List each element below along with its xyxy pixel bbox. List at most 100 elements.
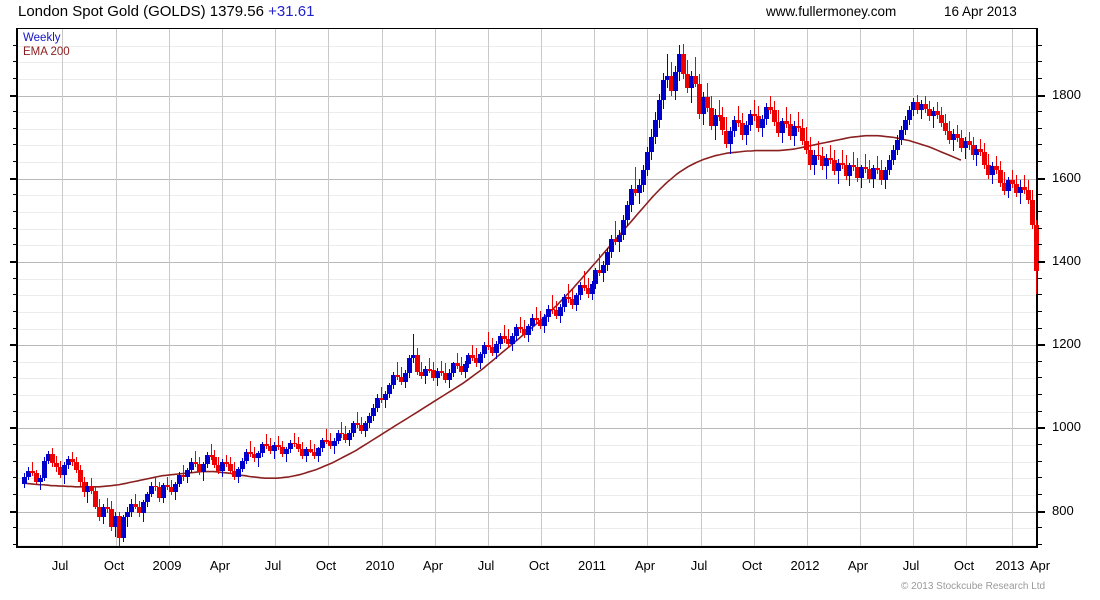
candle-body	[70, 459, 75, 463]
gridline-major-h	[18, 512, 1036, 513]
candle-body	[129, 504, 134, 512]
candle-body	[844, 164, 849, 177]
candle-body	[899, 129, 904, 140]
candle-wick	[818, 141, 819, 161]
candle-body	[228, 464, 233, 471]
candle-wick	[195, 450, 196, 468]
candle-body	[1026, 189, 1031, 200]
candle-body	[439, 370, 444, 373]
candle-body	[125, 511, 130, 518]
gridline-minor-h	[18, 162, 1036, 163]
candle-body	[732, 119, 737, 132]
candle-body	[435, 370, 440, 378]
y-tick-minor	[1038, 394, 1042, 395]
candle-wick	[32, 462, 33, 476]
price-chart-plot: Weekly EMA 200	[16, 28, 1039, 548]
y-tick-minor-left	[13, 194, 18, 195]
gridline-major-h	[18, 428, 1036, 429]
x-axis-label: Jul	[690, 558, 708, 573]
candle-body	[974, 148, 979, 156]
candle-body	[590, 283, 595, 295]
y-tick-major	[1038, 178, 1045, 180]
candle-body	[994, 166, 999, 170]
x-axis: Jul Oct 2009 Apr Jul Oct 2010 Apr Jul Oct 2011 Apr J…	[16, 550, 1050, 580]
price-change: +31.61	[268, 3, 315, 20]
y-tick-major	[1038, 511, 1045, 513]
candle-body	[177, 474, 182, 485]
candle-body	[212, 456, 217, 465]
gridline-major-h	[18, 179, 1036, 180]
candle-body	[693, 76, 698, 84]
candle-body	[320, 440, 325, 449]
candle-body	[58, 467, 63, 475]
y-tick-minor-left	[13, 45, 18, 46]
candle-body	[431, 370, 436, 378]
candle-wick	[865, 153, 866, 173]
x-axis-label: Apr	[847, 558, 869, 573]
candle-body	[395, 375, 400, 377]
candle-wick	[457, 353, 458, 370]
candle-body	[963, 141, 968, 148]
gridline-major-v	[647, 29, 648, 546]
candle-body	[764, 107, 769, 119]
x-axis-label: Jul	[264, 558, 282, 573]
candle-body	[46, 454, 51, 461]
candle-body	[554, 310, 559, 317]
candle-wick	[853, 152, 854, 172]
candle-wick	[413, 334, 414, 363]
candle-body	[1022, 187, 1027, 190]
y-tick-minor	[1038, 45, 1042, 46]
candle-body	[30, 470, 35, 474]
gridline-minor-h	[18, 295, 1036, 296]
candle-body	[748, 113, 753, 125]
candle-body	[367, 415, 372, 424]
chart-header: London Spot Gold (GOLDS) 1379.56 +31.61 …	[0, 0, 1100, 28]
y-tick-minor-left	[13, 61, 18, 62]
y-tick-minor-left	[13, 461, 18, 462]
candle-body	[502, 336, 507, 340]
candle-wick	[107, 498, 108, 514]
candle-body	[887, 159, 892, 170]
y-tick-minor	[1038, 527, 1042, 528]
candle-wick	[286, 446, 287, 463]
candle-body	[165, 484, 170, 488]
candle-body	[724, 130, 729, 144]
candle-wick	[167, 477, 168, 490]
y-axis-label: 1600	[1052, 169, 1081, 185]
gridline-minor-h	[18, 412, 1036, 413]
x-axis-label: Jul	[902, 558, 920, 573]
candle-body	[316, 448, 321, 456]
candle-body	[197, 464, 202, 472]
gridline-major-v	[116, 29, 117, 546]
candle-body	[296, 444, 301, 450]
candle-wick	[695, 57, 696, 88]
gridline-major-v	[222, 29, 223, 546]
candle-body	[1010, 180, 1015, 184]
x-axis-label: Apr	[1029, 558, 1051, 573]
candle-body	[470, 355, 475, 358]
candle-wick	[183, 464, 184, 481]
gridline-major-h	[18, 345, 1036, 346]
y-tick-minor-left	[13, 361, 18, 362]
legend-interval: Weekly	[23, 32, 61, 44]
candle-body	[34, 473, 39, 482]
candle-body	[300, 449, 305, 456]
candle-body	[990, 166, 995, 175]
y-tick-minor-left	[13, 411, 18, 412]
gridline-major-v	[701, 29, 702, 546]
candle-body	[895, 139, 900, 150]
candle-wick	[326, 429, 327, 445]
candle-body	[169, 487, 174, 493]
candle-body	[145, 494, 150, 503]
y-tick-minor-left	[13, 278, 18, 279]
y-tick-minor-left	[13, 228, 18, 229]
y-tick-minor-left	[13, 244, 18, 245]
candle-body	[185, 469, 190, 478]
candle-body	[768, 107, 773, 110]
candle-body	[605, 251, 610, 266]
y-tick-minor	[1038, 494, 1042, 495]
gridline-minor-h	[18, 478, 1036, 479]
candle-body	[451, 363, 456, 373]
gridline-minor-h	[18, 378, 1036, 379]
candle-body	[216, 464, 221, 471]
